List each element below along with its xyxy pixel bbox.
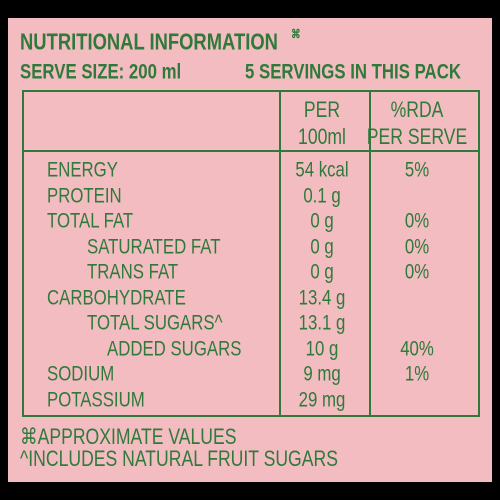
rda: 5%: [404, 158, 430, 182]
title-mark: ⌘: [291, 27, 301, 41]
servings: 5 SERVINGS IN THIS PACK: [245, 60, 461, 84]
nutrient-name: ADDED SUGARS: [107, 337, 242, 360]
per-100ml: 0 g: [310, 209, 334, 233]
rda: 1%: [404, 362, 430, 386]
footnote: ^INCLUDES NATURAL FRUIT SUGARS: [20, 446, 338, 471]
column-header: PER SERVE: [366, 124, 468, 149]
rda: 0%: [404, 260, 430, 284]
title: NUTRITIONAL INFORMATION: [20, 28, 278, 55]
nutrient-name: TOTAL FAT: [47, 209, 134, 233]
column-header: %RDA: [390, 97, 444, 122]
column-header: 100ml: [298, 124, 346, 149]
rda: 40%: [400, 337, 434, 360]
per-100ml: 13.4 g: [298, 286, 346, 309]
column-header: PER: [303, 97, 341, 122]
table-frame: [22, 90, 480, 417]
per-100ml: 29 mg: [298, 388, 346, 411]
rda: 0%: [404, 235, 430, 258]
nutrient-name: PROTEIN: [47, 184, 122, 207]
per-100ml: 0 g: [310, 235, 334, 258]
nutrient-name: SATURATED FAT: [87, 235, 221, 258]
nutrient-name: SODIUM: [47, 362, 115, 386]
nutrient-name: ENERGY: [47, 158, 118, 182]
per-100ml: 0.1 g: [303, 184, 341, 207]
column-line: [279, 92, 281, 415]
footnote: ⌘APPROXIMATE VALUES: [20, 424, 237, 449]
header-line: [24, 150, 478, 152]
per-100ml: 13.1 g: [298, 311, 346, 335]
per-100ml: 10 g: [305, 337, 339, 360]
nutrient-name: TRANS FAT: [87, 260, 179, 284]
serve-size: SERVE SIZE: 200 ml: [20, 60, 182, 84]
per-100ml: 9 mg: [303, 362, 341, 386]
nutrient-name: POTASSIUM: [47, 388, 145, 411]
rda: 0%: [404, 209, 430, 233]
nutrition-label: NUTRITIONAL INFORMATION ⌘ SERVE SIZE: 200 …: [8, 18, 492, 482]
nutrient-name: CARBOHYDRATE: [47, 286, 186, 309]
per-100ml: 0 g: [310, 260, 334, 284]
nutrient-name: TOTAL SUGARS^: [87, 311, 223, 335]
per-100ml: 54 kcal: [295, 158, 349, 182]
column-line: [369, 92, 371, 415]
